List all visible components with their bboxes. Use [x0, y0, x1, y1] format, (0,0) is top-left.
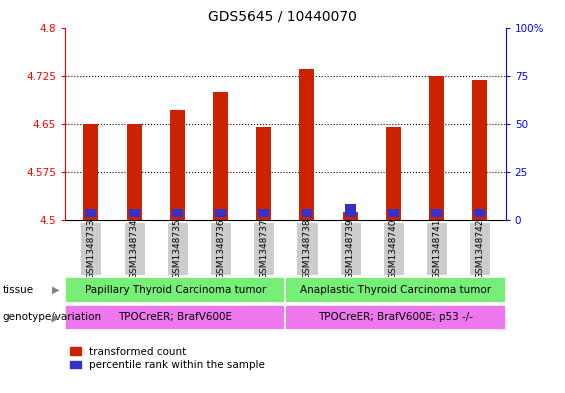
Bar [431, 209, 442, 217]
Legend: transformed count, percentile rank within the sample: transformed count, percentile rank withi… [70, 347, 265, 370]
Text: GSM1348739: GSM1348739 [346, 218, 355, 279]
Bar [342, 212, 358, 220]
Text: ▶: ▶ [52, 285, 59, 295]
Text: GDS5645 / 10440070: GDS5645 / 10440070 [208, 10, 357, 24]
Bar [258, 209, 269, 217]
Bar [472, 80, 487, 220]
Bar [285, 277, 506, 303]
Bar [124, 222, 145, 275]
Bar [302, 209, 312, 217]
Bar [127, 124, 142, 220]
Text: Anaplastic Thyroid Carcinoma tumor: Anaplastic Thyroid Carcinoma tumor [300, 285, 491, 295]
Text: ▶: ▶ [52, 312, 59, 322]
Bar [388, 209, 399, 217]
Bar [129, 209, 140, 217]
Text: Papillary Thyroid Carcinoma tumor: Papillary Thyroid Carcinoma tumor [85, 285, 266, 295]
Bar [256, 127, 271, 220]
Text: GSM1348733: GSM1348733 [86, 218, 95, 279]
Bar [85, 209, 96, 217]
Text: genotype/variation: genotype/variation [3, 312, 102, 322]
Bar [469, 222, 490, 275]
Bar [215, 209, 226, 217]
Bar [210, 222, 231, 275]
Bar [426, 222, 447, 275]
Text: TPOCreER; BrafV600E: TPOCreER; BrafV600E [118, 312, 232, 322]
Text: GSM1348736: GSM1348736 [216, 218, 225, 279]
Bar [429, 75, 444, 220]
Text: GSM1348737: GSM1348737 [259, 218, 268, 279]
Bar [285, 305, 506, 330]
Text: tissue: tissue [3, 285, 34, 295]
Bar [383, 222, 404, 275]
Bar [84, 124, 98, 220]
Bar [297, 222, 318, 275]
Bar [340, 222, 360, 275]
Text: GSM1348734: GSM1348734 [129, 219, 138, 279]
Bar [167, 222, 188, 275]
Bar [253, 222, 275, 275]
Text: GSM1348740: GSM1348740 [389, 219, 398, 279]
Bar [213, 92, 228, 220]
Text: GSM1348742: GSM1348742 [475, 219, 484, 279]
Bar [299, 69, 315, 220]
Text: GSM1348741: GSM1348741 [432, 219, 441, 279]
Text: GSM1348738: GSM1348738 [302, 218, 311, 279]
Text: GSM1348735: GSM1348735 [173, 218, 182, 279]
Bar [386, 127, 401, 220]
Bar [65, 277, 285, 303]
Bar [65, 305, 285, 330]
Bar [170, 110, 185, 220]
Text: TPOCreER; BrafV600E; p53 -/-: TPOCreER; BrafV600E; p53 -/- [318, 312, 473, 322]
Bar [345, 204, 355, 217]
Bar [475, 209, 485, 217]
Bar [80, 222, 102, 275]
Bar [172, 209, 182, 217]
